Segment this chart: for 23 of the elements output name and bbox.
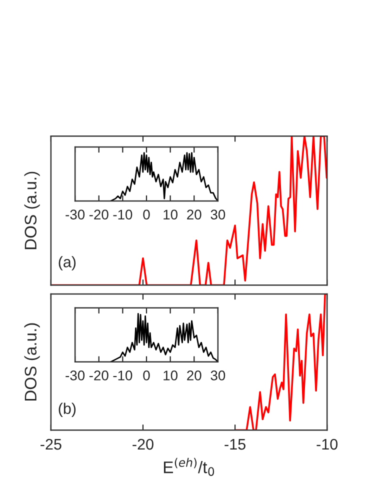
x-tick-label: 10	[164, 370, 178, 380]
x-axis-title: E$^{(eh)}$/t$_{0}$	[164, 458, 214, 476]
x-tick-label: -30	[66, 210, 85, 220]
x-tick-label: -10	[113, 370, 132, 380]
y-axis-title: DOS (a.u.)	[24, 323, 40, 401]
x-tick-label: 30	[210, 370, 226, 380]
x-tick-label: 0	[143, 210, 150, 220]
x-tick-label: 20	[187, 370, 202, 380]
x-tick-label: -20	[132, 438, 154, 450]
x-tick-label: -10	[316, 438, 338, 450]
x-tick-label: 0	[143, 370, 150, 380]
y-axis-title: DOS (a.u.)	[24, 172, 40, 250]
x-tick-label: 30	[210, 210, 226, 220]
x-tick-label: 10	[164, 210, 178, 220]
x-tick-label: 20	[187, 210, 202, 220]
x-tick-label: -25	[40, 438, 62, 450]
x-tick-label: -20	[89, 210, 108, 220]
annotation: (a)	[58, 256, 76, 270]
annotation: (b)	[58, 402, 76, 417]
x-tick-label: -30	[66, 370, 85, 380]
x-tick-label: -20	[89, 370, 108, 380]
x-tick-label: -15	[224, 439, 246, 450]
x-tick-label: -10	[113, 210, 132, 220]
